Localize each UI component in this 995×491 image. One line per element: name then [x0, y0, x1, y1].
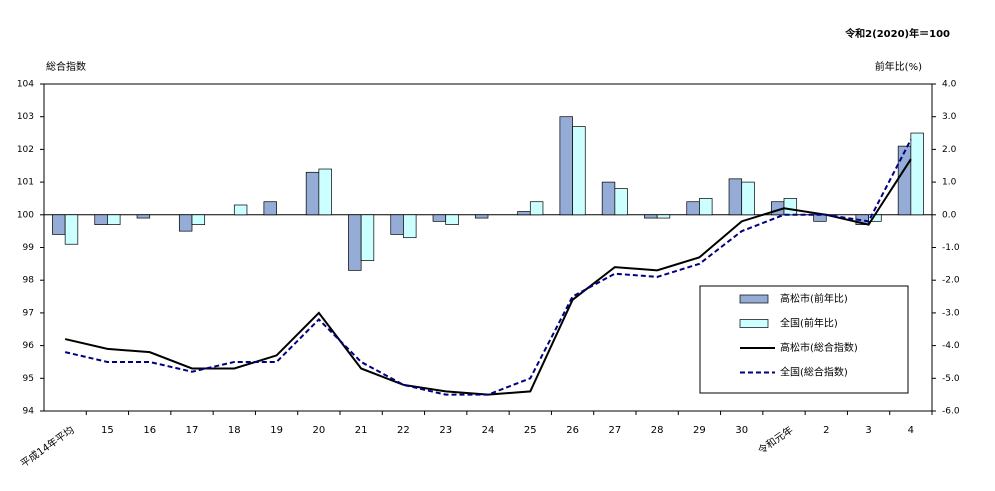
bar — [728, 178, 743, 216]
x-tick-label: 27 — [608, 425, 621, 436]
bar — [52, 214, 66, 235]
y-tick-label: 103 — [17, 112, 34, 122]
bar — [178, 214, 193, 232]
y-tick-label: 95 — [23, 374, 34, 384]
bar — [263, 201, 277, 216]
x-tick-label: 20 — [312, 425, 325, 436]
bar — [318, 168, 332, 216]
bar — [233, 204, 248, 216]
y-tick-label: 99 — [23, 243, 35, 253]
y2-tick-label: -3.0 — [942, 308, 960, 318]
y2-axis-label: 前年比(%) — [875, 60, 922, 73]
note: 令和2(2020)年＝100 — [844, 27, 950, 40]
x-tick-label: 24 — [482, 425, 495, 436]
y2-tick-label: 1.0 — [942, 178, 957, 188]
bar — [64, 214, 79, 245]
bar — [348, 214, 362, 271]
x-tick-label: 平成14年平均 — [18, 423, 77, 470]
y2-tick-label: -2.0 — [942, 276, 960, 286]
legend-swatch — [739, 319, 769, 328]
bar — [572, 126, 586, 216]
bar — [136, 214, 151, 219]
bar — [614, 188, 628, 216]
x-tick-label: 令和元年 — [755, 423, 795, 457]
y2-tick-label: -6.0 — [942, 407, 960, 417]
y-tick-label: 97 — [23, 308, 34, 318]
y-tick-label: 94 — [23, 407, 35, 417]
y-axis-label: 総合指数 — [46, 60, 86, 73]
bar — [360, 214, 375, 261]
bar — [656, 214, 671, 219]
x-tick-label: 15 — [101, 425, 114, 436]
bar — [529, 201, 544, 216]
bar — [403, 214, 417, 239]
bar — [107, 214, 121, 225]
y-tick-label: 101 — [17, 178, 34, 188]
x-tick-label: 16 — [143, 425, 156, 436]
bar — [390, 214, 404, 235]
x-tick-label: 22 — [397, 425, 410, 436]
x-tick-label: 2 — [823, 425, 829, 436]
x-tick-label: 30 — [735, 425, 748, 436]
y-tick-label: 96 — [23, 341, 35, 351]
legend-label: 高松市(総合指数) — [780, 341, 858, 354]
bar — [305, 171, 320, 216]
bar — [699, 198, 713, 216]
x-tick-label: 19 — [270, 425, 283, 436]
y-tick-label: 102 — [17, 145, 34, 155]
x-tick-label: 3 — [865, 425, 871, 436]
y2-tick-label: 0.0 — [942, 210, 957, 220]
bar — [559, 116, 573, 216]
x-tick-label: 17 — [186, 425, 199, 436]
x-tick-label: 18 — [228, 425, 241, 436]
bar — [474, 214, 489, 219]
bar — [897, 145, 912, 216]
x-tick-label: 21 — [355, 425, 368, 436]
y2-tick-label: 4.0 — [942, 80, 957, 90]
legend-label: 高松市(前年比) — [780, 292, 848, 305]
x-tick-label: 29 — [693, 425, 706, 436]
x-tick-label: 25 — [524, 425, 537, 436]
y2-tick-label: 3.0 — [942, 112, 957, 122]
legend-swatch — [739, 294, 769, 304]
bar — [445, 214, 459, 225]
bar — [94, 214, 108, 225]
x-tick-label: 23 — [439, 425, 452, 436]
bar — [783, 198, 798, 216]
legend-label: 全国(前年比) — [780, 317, 838, 330]
bar — [910, 132, 924, 216]
y2-tick-label: 2.0 — [942, 145, 957, 155]
bar — [517, 211, 531, 216]
y2-tick-label: -4.0 — [942, 341, 960, 351]
bar — [741, 181, 755, 216]
y-tick-label: 98 — [23, 276, 35, 286]
bar — [686, 201, 700, 216]
x-tick-label: 26 — [566, 425, 579, 436]
line — [64, 139, 912, 396]
x-tick-label: 4 — [908, 425, 914, 436]
y-tick-label: 104 — [17, 80, 34, 90]
legend-box — [699, 285, 909, 394]
y2-tick-label: -1.0 — [942, 243, 960, 253]
bar — [191, 214, 206, 225]
bar — [432, 214, 447, 222]
bar — [644, 214, 658, 219]
y-tick-label: 100 — [17, 210, 34, 220]
x-tick-label: 28 — [651, 425, 664, 436]
y2-tick-label: -5.0 — [942, 374, 960, 384]
bar — [601, 181, 616, 216]
legend-label: 全国(総合指数) — [780, 366, 848, 379]
